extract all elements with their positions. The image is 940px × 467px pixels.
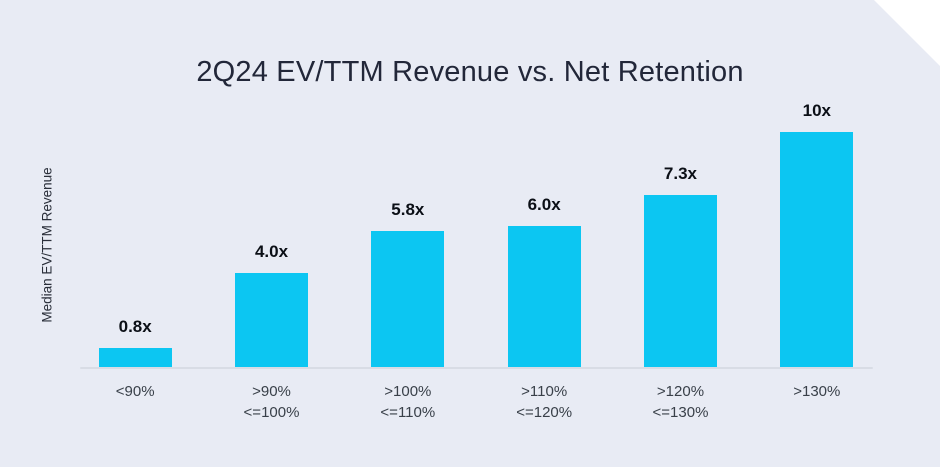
y-axis-label: Median EV/TTM Revenue — [39, 167, 55, 323]
bar — [643, 195, 717, 367]
x-axis-tick-label: >100% <=110% — [340, 381, 476, 423]
bar-value-label: 5.8x — [391, 200, 425, 219]
x-axis-tick-label: >110% <=120% — [476, 381, 612, 423]
x-axis-tick-label-line: <=130% — [652, 404, 709, 421]
bar-value-label: 6.0x — [527, 195, 561, 214]
bar-value-label: 10x — [802, 101, 831, 120]
bar — [234, 273, 308, 367]
bar-value-label: 7.3x — [663, 164, 698, 183]
x-axis-tick-label-line: <=120% — [516, 404, 573, 421]
bar-column: 6.0x — [476, 195, 612, 367]
x-axis-tick-label-line: >110% — [521, 383, 568, 400]
x-axis-tick-label-line: >100% — [384, 383, 432, 400]
bar-column: 0.8x — [67, 317, 203, 367]
bar — [98, 348, 172, 367]
x-axis-tick-label: >120% <=130% — [612, 381, 748, 423]
x-axis-tick-label-line: <=100% — [243, 404, 300, 421]
bar — [780, 132, 854, 367]
chart-title: 2Q24 EV/TTM Revenue vs. Net Retention — [196, 56, 744, 88]
x-axis-tick-label-line: >130% — [793, 383, 841, 400]
x-axis-tick-label: >130% — [749, 381, 885, 402]
bar-column: 4.0x — [203, 242, 339, 367]
bar-column: 10x — [749, 101, 885, 367]
corner-cut-decoration — [874, 0, 940, 66]
x-axis-tick-labels: <90% >90% <=100% >100% <=110% >110% <=120% >120… — [67, 381, 885, 423]
bar-column: 5.8x — [340, 200, 476, 367]
x-axis-tick-label-line: >120% — [656, 383, 705, 400]
x-axis-tick-label-line: <=110% — [380, 404, 436, 421]
bar-value-label: 4.0x — [254, 242, 289, 261]
plot-area: 0.8x 4.0x 5.8x 6.0x 7.3x 10x — [67, 0, 885, 367]
bar-column: 7.3x — [612, 164, 748, 367]
x-axis-line — [80, 367, 873, 369]
x-axis-tick-label: <90% — [67, 381, 203, 402]
bar — [507, 226, 581, 367]
bar-value-label: 0.8x — [118, 317, 152, 336]
x-axis-tick-label-line: >90% — [252, 383, 291, 400]
bar — [371, 231, 445, 367]
x-axis-tick-label: >90% <=100% — [203, 381, 339, 423]
x-axis-tick-label-line: <90% — [115, 383, 155, 400]
